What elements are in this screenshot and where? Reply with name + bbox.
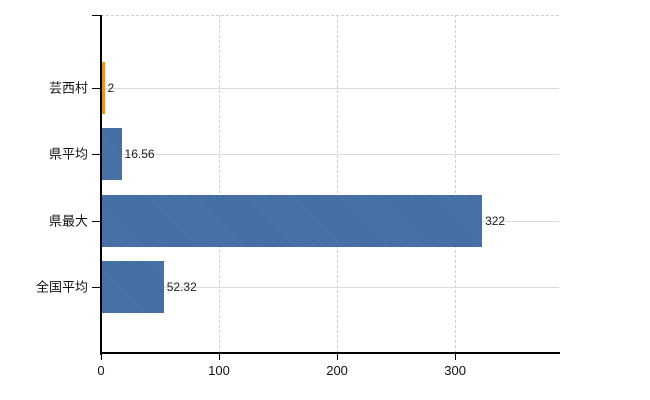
category-label: 全国平均 — [35, 279, 88, 295]
value-label: 322 — [485, 213, 506, 228]
category-label: 芸西村 — [48, 80, 88, 96]
plot-top-border — [101, 15, 559, 16]
bar — [102, 260, 164, 313]
x-tick-label: 0 — [97, 363, 105, 378]
y-tick — [92, 220, 100, 222]
bar — [102, 62, 105, 114]
bar — [102, 128, 122, 181]
y-tick — [92, 286, 100, 288]
y-tick — [92, 154, 100, 156]
x-tick — [101, 354, 102, 360]
x-tick-label: 100 — [208, 363, 230, 378]
v-gridline — [337, 15, 339, 353]
h-gridline — [101, 286, 559, 288]
x-tick — [219, 354, 221, 360]
v-gridline — [455, 15, 457, 353]
y-axis — [100, 15, 102, 355]
category-label: 県最大 — [48, 213, 88, 229]
y-axis-top-tick — [92, 15, 100, 16]
v-gridline — [219, 15, 221, 353]
x-tick-label: 200 — [326, 363, 348, 378]
value-label: 52.32 — [166, 279, 197, 294]
h-gridline — [101, 88, 559, 89]
h-gridline — [101, 154, 559, 156]
value-label: 2 — [107, 81, 115, 95]
x-tick — [337, 354, 339, 360]
x-axis — [100, 352, 560, 354]
category-label: 県平均 — [48, 146, 88, 162]
bar — [102, 194, 483, 247]
value-label: 16.56 — [124, 147, 155, 162]
x-tick-label: 300 — [444, 363, 466, 378]
x-tick — [455, 354, 457, 360]
y-tick — [92, 88, 100, 89]
